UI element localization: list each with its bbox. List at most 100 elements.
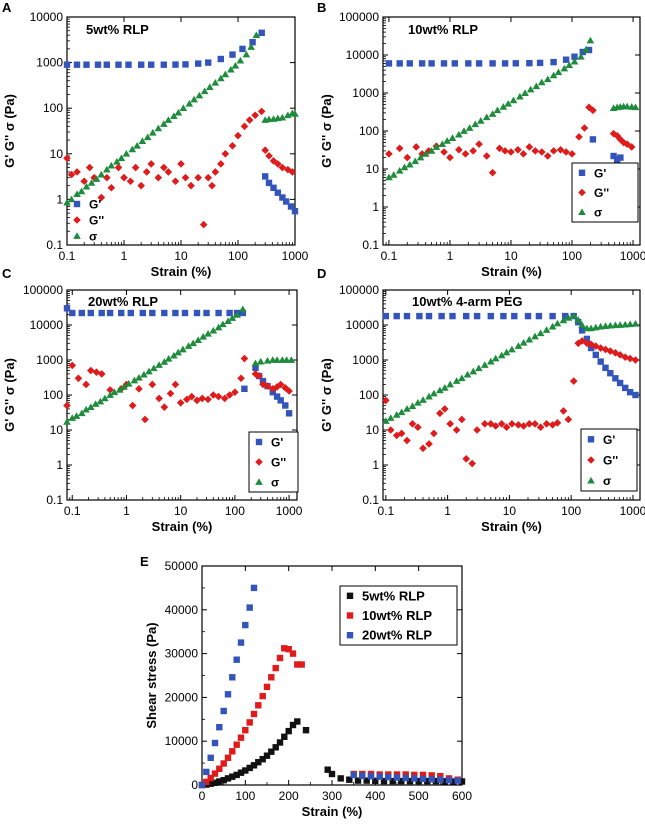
data-point (437, 773, 444, 780)
y-tick-label: 10000 (30, 10, 64, 24)
data-point (623, 102, 631, 110)
data-point (203, 309, 210, 317)
data-point (250, 584, 258, 592)
data-point (294, 718, 301, 725)
data-point (148, 61, 155, 68)
data-point (473, 312, 481, 320)
x-tick-label: 1 (444, 504, 451, 518)
data-point (542, 420, 551, 428)
data-point (246, 764, 253, 772)
data-point (436, 386, 444, 394)
data-point (509, 96, 518, 104)
data-point (63, 61, 71, 68)
data-point (78, 309, 85, 317)
data-point (217, 55, 224, 63)
data-point (103, 61, 110, 68)
data-point (400, 163, 409, 171)
data-point (455, 146, 463, 154)
data-point (87, 366, 95, 375)
x-tick-label: 10 (503, 504, 517, 518)
y-axis-label: G' G'' σ (Pa) (319, 358, 334, 432)
y-tick-label: 100000 (23, 283, 63, 297)
data-point (187, 392, 196, 401)
data-point (488, 168, 497, 177)
data-point (441, 778, 448, 785)
y-axis-label: Shear stress (Pa) (144, 622, 159, 728)
legend-marker (578, 169, 586, 176)
data-point (115, 386, 124, 393)
data-point (553, 319, 562, 327)
data-point (562, 148, 570, 156)
data-point (160, 61, 167, 68)
data-point (570, 57, 579, 65)
y-tick-label: 10000 (346, 48, 380, 62)
data-point (131, 163, 140, 172)
data-point (616, 379, 624, 387)
data-point (411, 771, 418, 779)
y-tick-label: 20000 (165, 690, 199, 704)
data-point (226, 309, 233, 317)
y-tick-label: 10000 (30, 318, 64, 332)
data-point (265, 152, 273, 160)
data-point (376, 773, 383, 780)
data-point (631, 356, 640, 364)
data-point (73, 190, 81, 198)
x-tick-label: 100 (235, 789, 255, 803)
data-point (220, 707, 227, 715)
data-point (204, 173, 212, 182)
data-point (255, 702, 262, 709)
data-point (507, 148, 515, 156)
data-point (87, 403, 95, 410)
data-point (432, 143, 441, 150)
data-point (233, 741, 240, 748)
legend-label: 10wt% RLP (362, 608, 432, 623)
data-point (220, 760, 227, 767)
data-point (386, 426, 395, 434)
series-1 (63, 29, 299, 215)
data-point (211, 779, 219, 786)
data-point (419, 775, 427, 783)
data-point (585, 46, 593, 54)
y-tick-label: 10 (366, 423, 380, 437)
data-point (569, 377, 578, 385)
data-point (380, 777, 388, 785)
data-point (403, 312, 411, 320)
data-point (87, 309, 94, 317)
y-tick-label: 1000 (352, 86, 379, 100)
data-point (179, 345, 187, 353)
data-point (268, 674, 275, 681)
x-tick-label: 0 (199, 789, 206, 803)
data-point (150, 364, 158, 372)
data-point (125, 61, 132, 68)
data-point (476, 117, 485, 124)
data-point (211, 168, 220, 176)
data-point (418, 60, 426, 67)
data-point (419, 396, 427, 403)
data-point (564, 314, 573, 321)
data-point (385, 60, 393, 67)
data-point (154, 124, 163, 132)
data-point (63, 305, 71, 312)
data-point (487, 312, 494, 320)
data-point (272, 744, 279, 751)
data-point (128, 401, 137, 410)
data-point (73, 61, 81, 68)
data-point (160, 163, 168, 172)
data-point (536, 423, 545, 432)
x-tick-label: 600 (452, 789, 472, 803)
data-point (257, 107, 266, 116)
data-point (424, 777, 431, 785)
data-point (463, 312, 470, 320)
y-tick-label: 10 (50, 423, 64, 437)
data-point (227, 65, 235, 73)
data-point (285, 646, 292, 653)
data-point (612, 375, 619, 382)
data-point (395, 144, 404, 153)
data-point (241, 385, 248, 392)
data-point (425, 392, 433, 400)
data-point (428, 776, 435, 783)
data-point (198, 781, 206, 789)
data-point (488, 110, 497, 117)
data-point (284, 165, 292, 174)
data-point (601, 345, 610, 354)
